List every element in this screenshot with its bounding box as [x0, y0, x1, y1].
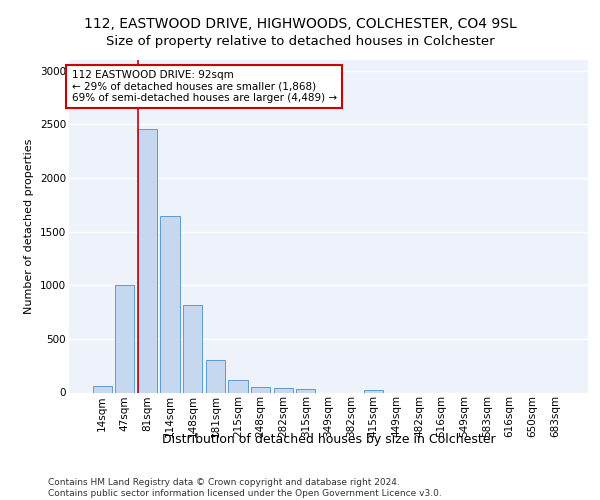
- Bar: [296, 390, 316, 392]
- Text: 112, EASTWOOD DRIVE, HIGHWOODS, COLCHESTER, CO4 9SL: 112, EASTWOOD DRIVE, HIGHWOODS, COLCHEST…: [83, 18, 517, 32]
- Bar: [160, 216, 180, 392]
- Y-axis label: Number of detached properties: Number of detached properties: [25, 138, 34, 314]
- Bar: [251, 387, 270, 392]
- Text: Contains HM Land Registry data © Crown copyright and database right 2024.
Contai: Contains HM Land Registry data © Crown c…: [48, 478, 442, 498]
- Text: 112 EASTWOOD DRIVE: 92sqm
← 29% of detached houses are smaller (1,868)
69% of se: 112 EASTWOOD DRIVE: 92sqm ← 29% of detac…: [71, 70, 337, 103]
- Bar: [206, 360, 225, 392]
- Bar: [183, 304, 202, 392]
- Text: Distribution of detached houses by size in Colchester: Distribution of detached houses by size …: [162, 432, 496, 446]
- Bar: [364, 390, 383, 392]
- Bar: [92, 386, 112, 392]
- Bar: [138, 128, 157, 392]
- Bar: [229, 380, 248, 392]
- Bar: [274, 388, 293, 392]
- Text: Size of property relative to detached houses in Colchester: Size of property relative to detached ho…: [106, 35, 494, 48]
- Bar: [115, 285, 134, 393]
